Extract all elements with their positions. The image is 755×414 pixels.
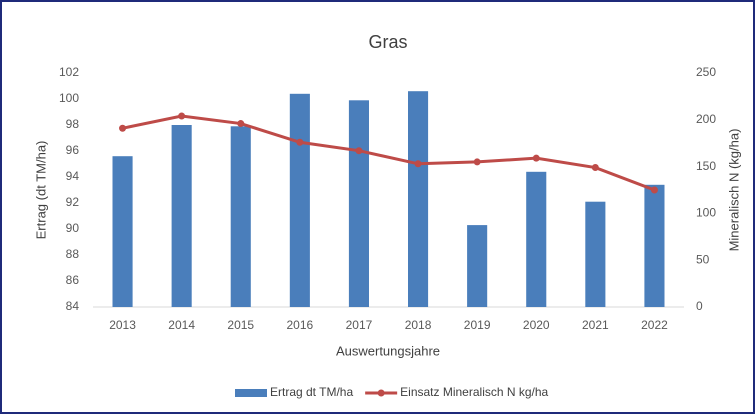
legend-label: Einsatz Mineralisch N kg/ha (400, 385, 548, 399)
x-axis-label: Auswertungsjahre (336, 343, 440, 358)
y2-tick-label: 0 (696, 299, 703, 313)
y-axis-label: Ertrag (dt TM/ha) (33, 141, 48, 240)
line (122, 114, 655, 192)
y2-tick-label: 50 (696, 252, 710, 266)
chart-title: Gras (368, 32, 407, 52)
legend-label: Ertrag dt TM/ha (270, 385, 353, 399)
bar (408, 91, 429, 307)
line-marker (296, 138, 304, 146)
y2-tick-label: 150 (696, 159, 716, 173)
y2-tick-label: 100 (696, 206, 716, 220)
y-tick-label: 94 (66, 169, 80, 183)
y-tick-label: 90 (66, 221, 80, 235)
bar (230, 126, 251, 307)
line-marker (591, 164, 599, 172)
legend-swatch (377, 389, 385, 397)
bar (585, 201, 606, 307)
line-marker (414, 160, 422, 168)
bar (348, 100, 369, 307)
line-marker (178, 112, 186, 120)
x-tick-label: 2014 (168, 318, 195, 332)
line-marker (119, 124, 127, 132)
bar (171, 125, 192, 307)
x-tick-label: 2020 (523, 318, 550, 332)
legend-swatch (235, 389, 267, 397)
x-tick-label: 2013 (109, 318, 136, 332)
line-marker (237, 120, 245, 128)
bar (467, 225, 488, 307)
y2-tick-label: 200 (696, 112, 716, 126)
bar (644, 184, 665, 307)
line-marker (532, 154, 540, 162)
x-tick-label: 2015 (227, 318, 254, 332)
x-tick-label: 2018 (405, 318, 432, 332)
bar (112, 156, 133, 307)
y-tick-label: 100 (59, 91, 79, 105)
y-tick-label: 92 (66, 195, 80, 209)
y-tick-label: 98 (66, 117, 80, 131)
y-tick-label: 86 (66, 273, 80, 287)
x-tick-label: 2017 (346, 318, 373, 332)
y-tick-label: 102 (59, 65, 79, 79)
x-tick-label: 2016 (286, 318, 313, 332)
line-marker (473, 158, 481, 166)
line-marker (355, 147, 363, 155)
y-tick-label: 96 (66, 143, 80, 157)
x-tick-label: 2019 (464, 318, 491, 332)
line-marker (650, 186, 658, 194)
y2-axis-label: Mineralisch N (kg/ha) (726, 129, 741, 252)
bar (289, 93, 310, 307)
bar (526, 171, 547, 307)
x-tick-label: 2021 (582, 318, 609, 332)
y-tick-label: 88 (66, 247, 80, 261)
x-tick-label: 2022 (641, 318, 668, 332)
y2-tick-label: 250 (696, 65, 716, 79)
y-tick-label: 84 (66, 299, 80, 313)
